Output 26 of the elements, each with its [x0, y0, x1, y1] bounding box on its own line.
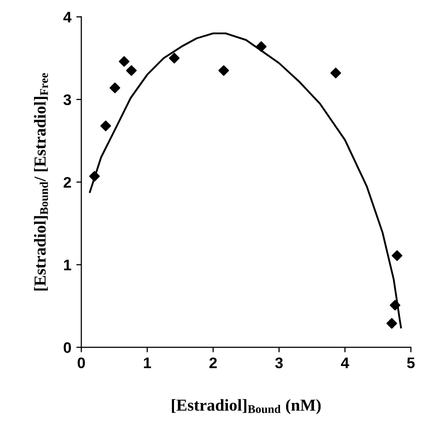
point [126, 65, 137, 76]
x-tick-label: 4 [340, 358, 350, 368]
x-tick-label: 3 [275, 357, 283, 368]
point [100, 120, 112, 132]
point [118, 56, 130, 67]
x-tick-label: 2 [209, 357, 217, 368]
x-tick-label: 1 [144, 358, 152, 368]
point [386, 318, 398, 329]
point [392, 250, 402, 261]
point [330, 68, 342, 78]
point [168, 52, 180, 64]
y-tick-label: 1 [64, 260, 72, 270]
x-tick-label: 5 [407, 358, 415, 368]
y-tick-label: 0 [64, 342, 71, 354]
line-series [88, 32, 402, 328]
point [89, 170, 100, 182]
x-tick-label: 0 [78, 357, 85, 368]
y-tick-label: 4 [63, 12, 72, 22]
point [110, 82, 120, 94]
point [256, 41, 267, 52]
point [390, 300, 400, 310]
y-axis-title: [Estradiol]$_{Bound}$/ [Estradiol]$_{Free}$ [34, 73, 48, 291]
y-tick-label: 2 [64, 176, 71, 188]
y-tick-label: 3 [63, 94, 72, 106]
x-axis-title: [Estradiol]$_{Bound}$ (nM) [172, 399, 321, 414]
point [218, 65, 229, 76]
